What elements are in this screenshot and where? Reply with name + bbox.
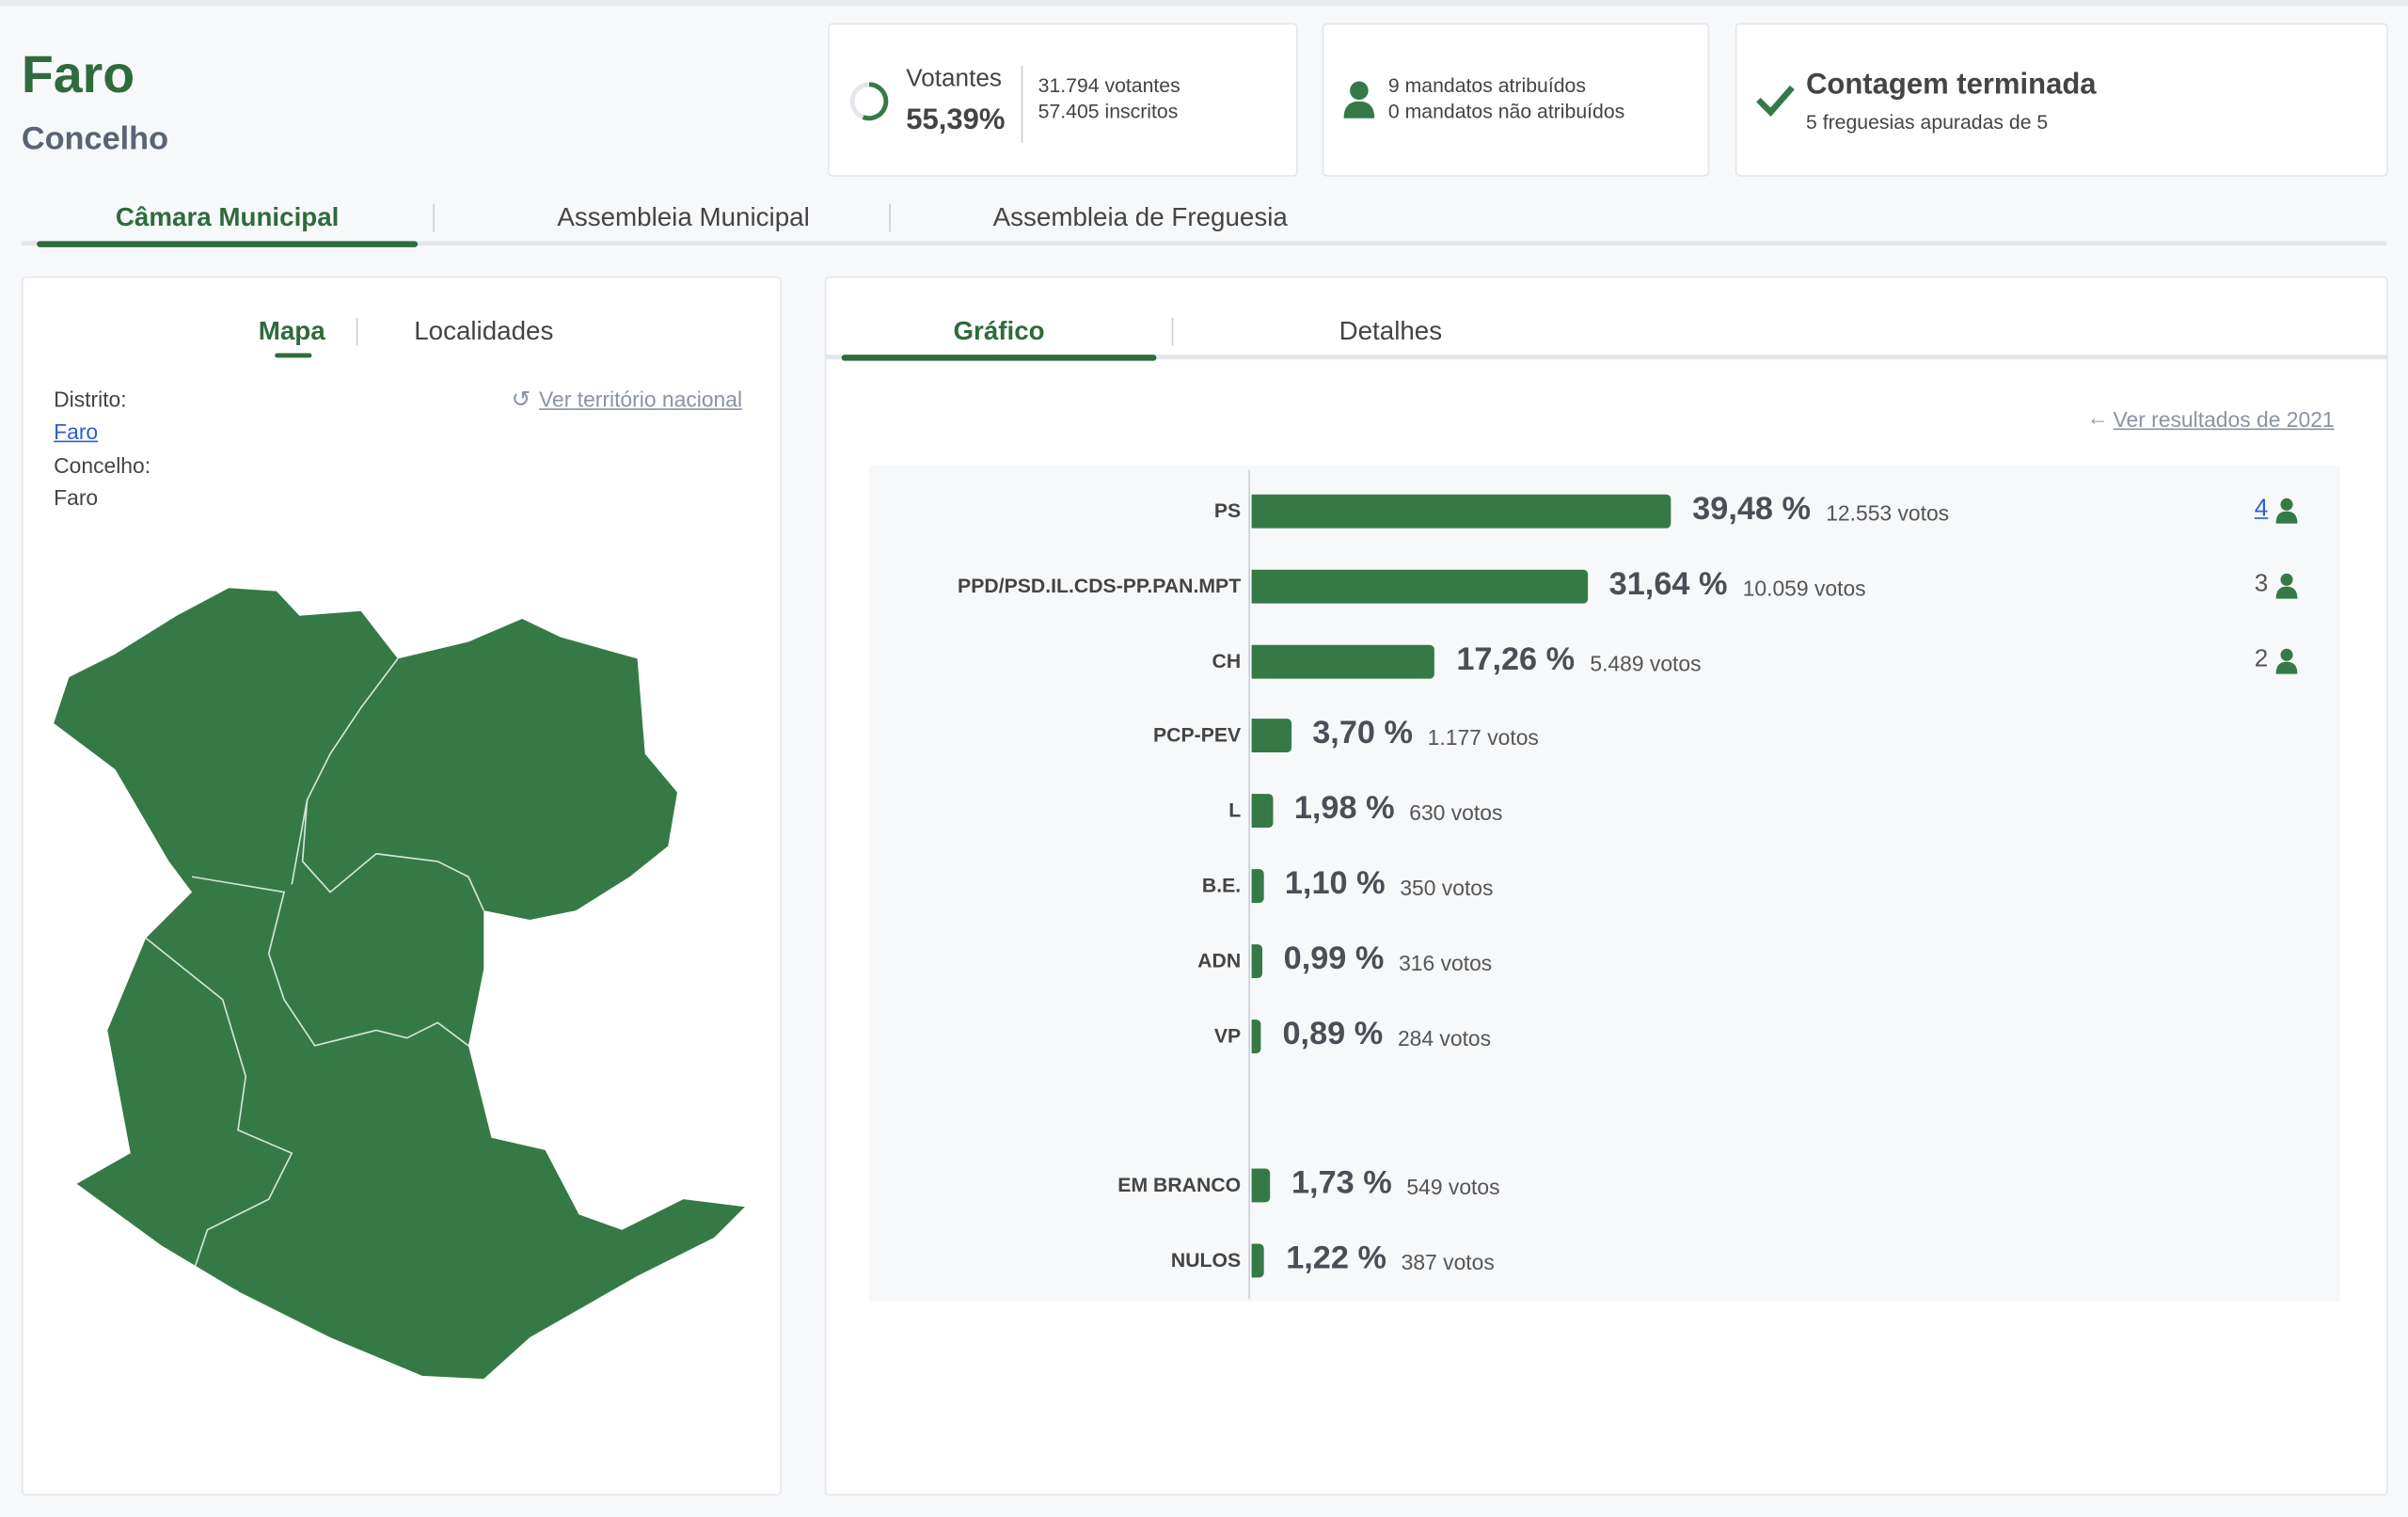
tab-underline [841, 355, 1157, 361]
person-icon [2275, 573, 2298, 599]
percent-label: 3,70 % [1312, 716, 1413, 752]
progress-ring [849, 82, 889, 121]
percent-label: 39,48 % [1692, 491, 1811, 527]
separator [433, 204, 436, 232]
party-name: PCP-PEV [1152, 723, 1242, 748]
party-name: L [1228, 798, 1242, 822]
map-tab[interactable]: Localidades [414, 316, 554, 346]
percent-label: 31,64 % [1608, 566, 1728, 602]
percent-label: 1,10 % [1284, 865, 1386, 902]
voters-count: 31.794 votantes [1038, 73, 1180, 97]
top-bar [0, 0, 2408, 7]
votes-label: 316 votos [1399, 950, 1493, 975]
seats-assigned: 9 mandatos atribuídos [1387, 73, 1586, 97]
bar [1251, 494, 1671, 529]
status-card: Contagem terminada 5 freguesias apuradas… [1735, 23, 2388, 177]
status-detail: 5 freguesias apuradas de 5 [1805, 110, 2049, 134]
district-label: Distrito: [54, 387, 127, 412]
bar [1251, 1168, 1271, 1203]
bar [1251, 719, 1291, 753]
percent-label: 0,89 % [1282, 1016, 1384, 1051]
results-tab[interactable]: Detalhes [1339, 316, 1443, 346]
previous-results-link[interactable]: Ver resultados de 2021 [2113, 406, 2335, 432]
votes-label: 549 votos [1406, 1174, 1500, 1200]
tab[interactable]: Assembleia de Freguesia [992, 202, 1288, 232]
separator [1021, 66, 1023, 143]
party-name: PS [1213, 498, 1242, 523]
party-name: CH [1212, 648, 1242, 672]
party-name: VP [1213, 1023, 1242, 1047]
percent-label: 0,99 % [1283, 940, 1385, 977]
seats-count: 2 [2254, 645, 2269, 672]
district-link[interactable]: Faro [54, 419, 99, 444]
map [54, 588, 745, 1380]
votes-label: 350 votos [1400, 875, 1494, 900]
map-tab[interactable]: Mapa [258, 316, 325, 346]
party-name: EM BRANCO [1117, 1173, 1242, 1196]
tab[interactable]: Câmara Municipal [115, 202, 340, 232]
results-panel: Gráfico Detalhes ← Ver resultados de 202… [824, 276, 2388, 1496]
person-icon [1343, 81, 1375, 119]
percent-label: 1,73 % [1291, 1165, 1392, 1201]
municipality: Faro [54, 484, 99, 511]
person-icon [2275, 498, 2298, 524]
person-icon [2275, 647, 2298, 674]
votes-label: 630 votos [1409, 799, 1503, 826]
status-title: Contagem terminada [1805, 69, 2097, 102]
back-icon: ← [2086, 405, 2109, 431]
votes-label: 387 votos [1401, 1249, 1495, 1274]
voters-card: Votantes 55,39% 31.794 votantes 57.405 i… [827, 23, 1298, 177]
tabs-line [826, 355, 2387, 360]
percent-label: 1,22 % [1286, 1240, 1386, 1276]
bar [1251, 869, 1264, 903]
chart-area [869, 465, 2341, 1303]
axis-line [1248, 469, 1250, 1300]
seats-card: 9 mandatos atribuídos 0 mandatos não atr… [1322, 23, 1710, 177]
bar [1251, 644, 1435, 678]
bar [1251, 569, 1588, 604]
check-icon [1756, 85, 1795, 117]
party-name: ADN [1197, 948, 1242, 972]
bar [1251, 1019, 1261, 1053]
separator [889, 204, 891, 232]
registered-count: 57.405 inscritos [1038, 100, 1179, 123]
tabs-line [21, 241, 2387, 246]
votes-label: 12.553 votos [1826, 500, 1950, 526]
tab[interactable]: Assembleia Municipal [557, 202, 810, 232]
tab-underline [37, 241, 419, 247]
subtitle: Concelho [21, 120, 169, 157]
separator [1171, 317, 1174, 346]
percent-label: 17,26 % [1456, 640, 1576, 677]
seats-count: 3 [2254, 571, 2269, 597]
municipality-label: Concelho: [54, 452, 151, 478]
national-link[interactable]: Ver território nacional [539, 387, 743, 412]
bar [1251, 1243, 1265, 1278]
results-tab[interactable]: Gráfico [953, 316, 1045, 346]
voters-percent: 55,39% [906, 104, 1006, 137]
title: Faro [21, 45, 135, 105]
party-name: PPD/PSD.IL.CDS-PP.PAN.MPT [958, 574, 1242, 597]
votes-label: 5.489 votos [1590, 650, 1702, 675]
map-panel: Mapa Localidades Distrito: Faro Concelho… [21, 276, 783, 1496]
party-name: NULOS [1170, 1248, 1242, 1272]
tab-underline [275, 353, 312, 358]
votes-label: 10.059 votos [1742, 575, 1866, 601]
bar [1251, 943, 1262, 978]
votes-label: 1.177 votos [1427, 725, 1539, 751]
votes-label: 284 votos [1397, 1024, 1492, 1051]
percent-label: 1,98 % [1293, 791, 1395, 827]
seats-unassigned: 0 mandatos não atribuídos [1387, 100, 1625, 123]
separator [356, 317, 358, 346]
voters-label: Votantes [906, 66, 1002, 92]
bar [1251, 794, 1273, 829]
seats-count[interactable]: 4 [2254, 496, 2269, 523]
reset-icon: ↺ [511, 387, 531, 414]
party-name: B.E. [1201, 873, 1242, 897]
